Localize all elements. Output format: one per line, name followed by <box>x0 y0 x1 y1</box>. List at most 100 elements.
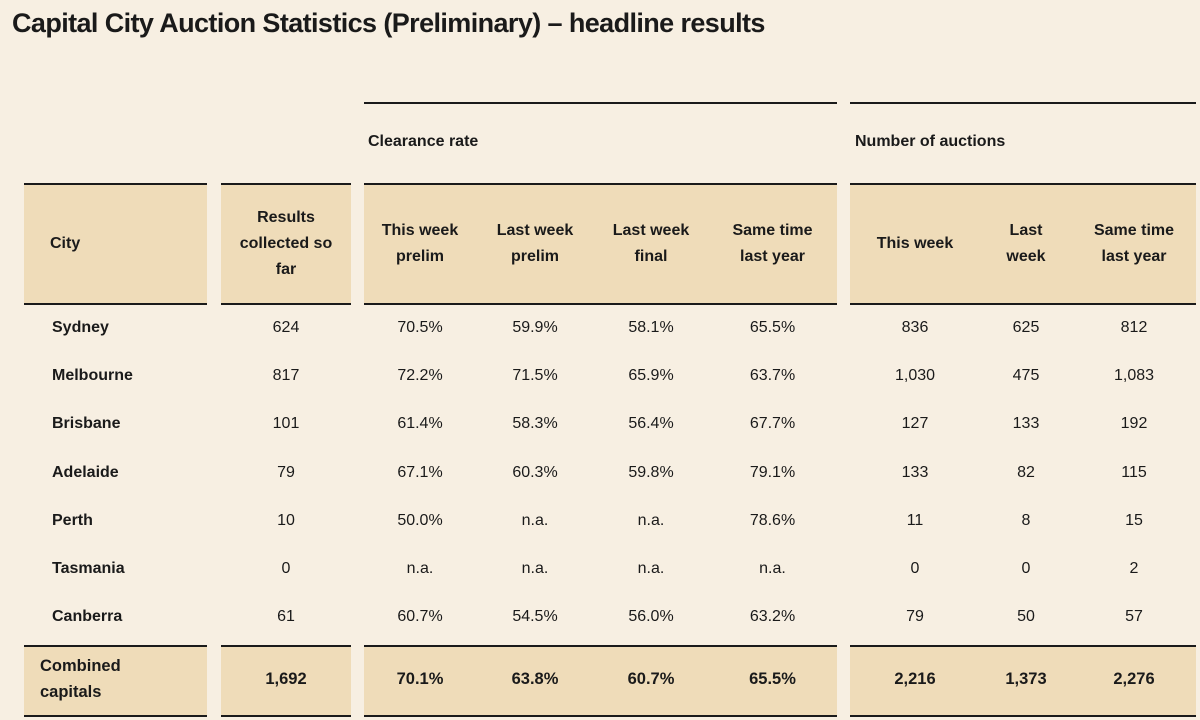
total-bottom-rule-results <box>221 715 351 717</box>
cr-last-week-final: 65.9% <box>628 367 674 384</box>
total-bottom-rule-auctions <box>850 715 1196 717</box>
na-this-week: 1,030 <box>894 367 936 384</box>
group-rule-clearance <box>364 102 837 104</box>
cr-last-week-prelim: n.a. <box>521 560 549 577</box>
total-band-results <box>221 647 351 715</box>
total-label: Combined capitals <box>40 657 121 701</box>
na-same-time-last-year: 57 <box>1125 608 1143 625</box>
na-last-week: 475 <box>1012 367 1040 384</box>
cr-same-time-last-year: 65.5% <box>749 319 796 336</box>
cr-last-week-final: 60.7% <box>627 669 675 688</box>
na-last-week: 82 <box>1017 464 1035 481</box>
header-bottom-rule-clearance <box>364 303 837 305</box>
total-bottom-rule-city <box>24 715 207 717</box>
total-band-auctions <box>850 647 1196 715</box>
cr-last-week-prelim: 59.9% <box>512 319 558 336</box>
cr-this-week-prelim: 60.7% <box>397 608 443 625</box>
cr-last-week-prelim: 58.3% <box>512 415 558 432</box>
na-last-week: 1,373 <box>1005 669 1047 688</box>
na-same-time-last-year: 115 <box>1121 464 1147 481</box>
city-name: Sydney <box>52 319 109 336</box>
na-this-week: 79 <box>906 608 924 625</box>
column-header-na-same-time-last-year: Same time last year <box>1093 222 1175 265</box>
total-top-rule-clearance <box>364 645 837 647</box>
table-row: Brisbane 101 61.4% 58.3% 56.4% 67.7% 127… <box>0 400 1200 448</box>
header-top-rule-auctions <box>850 183 1196 185</box>
cr-same-time-last-year: 63.2% <box>749 608 796 625</box>
table-row: Adelaide 79 67.1% 60.3% 59.8% 79.1% 133 … <box>0 449 1200 497</box>
total-top-rule-auctions <box>850 645 1196 647</box>
na-this-week: 11 <box>906 512 924 529</box>
city-name: Canberra <box>52 608 123 625</box>
results-collected: 10 <box>277 512 295 529</box>
cr-this-week-prelim: 50.0% <box>397 512 443 529</box>
column-header-cr-this-week-prelim: This week prelim <box>381 222 459 265</box>
table-row: Melbourne 817 72.2% 71.5% 65.9% 63.7% 1,… <box>0 352 1200 400</box>
column-header-cr-last-week-prelim: Last week prelim <box>496 222 574 265</box>
table-row: Perth 10 50.0% n.a. n.a. 78.6% 11 8 15 <box>0 497 1200 545</box>
cr-same-time-last-year: n.a. <box>759 560 786 577</box>
header-bottom-rule-results <box>221 303 351 305</box>
column-header-city: City <box>50 235 81 252</box>
cr-last-week-final: 58.1% <box>628 319 674 336</box>
total-band-clearance <box>364 647 837 715</box>
results-collected: 61 <box>277 608 295 625</box>
na-same-time-last-year: 1,083 <box>1113 367 1155 384</box>
cr-this-week-prelim: n.a. <box>406 560 434 577</box>
city-name: Brisbane <box>52 415 121 432</box>
table-row: Canberra 61 60.7% 54.5% 56.0% 63.2% 79 5… <box>0 593 1200 641</box>
header-top-rule-clearance <box>364 183 837 185</box>
cr-last-week-final: n.a. <box>637 512 665 529</box>
header-top-rule-city <box>24 183 207 185</box>
city-name: Perth <box>52 512 93 529</box>
group-rule-auctions <box>850 102 1196 104</box>
cr-this-week-prelim: 61.4% <box>397 415 443 432</box>
na-this-week: 2,216 <box>894 669 936 688</box>
cr-this-week-prelim: 72.2% <box>397 367 443 384</box>
cr-last-week-prelim: 54.5% <box>512 608 558 625</box>
table-row: Sydney 624 70.5% 59.9% 58.1% 65.5% 836 6… <box>0 304 1200 352</box>
cr-last-week-prelim: n.a. <box>521 512 549 529</box>
total-row: Combined capitals 1,692 70.1% 63.8% 60.7… <box>0 655 1200 703</box>
total-top-rule-results <box>221 645 351 647</box>
cr-last-week-prelim: 60.3% <box>512 464 558 481</box>
cr-last-week-final: 59.8% <box>628 464 674 481</box>
header-band-results <box>221 185 351 303</box>
total-top-rule-city <box>24 645 207 647</box>
na-last-week: 625 <box>1012 319 1040 336</box>
na-same-time-last-year: 192 <box>1120 415 1148 432</box>
cr-this-week-prelim: 70.5% <box>397 319 443 336</box>
cr-same-time-last-year: 63.7% <box>749 367 796 384</box>
cr-same-time-last-year: 78.6% <box>749 512 796 529</box>
header-bottom-rule-auctions <box>850 303 1196 305</box>
cr-this-week-prelim: 70.1% <box>396 669 444 688</box>
na-same-time-last-year: 2,276 <box>1113 669 1155 688</box>
city-name: Adelaide <box>52 464 119 481</box>
cr-same-time-last-year: 79.1% <box>749 464 796 481</box>
na-last-week: 8 <box>1021 512 1031 529</box>
cr-same-time-last-year: 67.7% <box>749 415 796 432</box>
na-same-time-last-year: 15 <box>1125 512 1143 529</box>
results-collected: 1,692 <box>265 669 307 688</box>
cr-this-week-prelim: 67.1% <box>397 464 443 481</box>
column-header-na-last-week: Last week <box>1006 222 1046 265</box>
results-collected: 0 <box>281 560 291 577</box>
group-label-clearance-rate: Clearance rate <box>368 133 479 150</box>
na-this-week: 0 <box>910 560 920 577</box>
cr-last-week-final: 56.4% <box>628 415 674 432</box>
na-last-week: 0 <box>1021 560 1031 577</box>
header-bottom-rule-city <box>24 303 207 305</box>
header-band-auctions <box>850 185 1196 303</box>
total-bottom-rule-clearance <box>364 715 837 717</box>
header-top-rule-results <box>221 183 351 185</box>
cr-same-time-last-year: 65.5% <box>749 669 796 688</box>
cr-last-week-final: n.a. <box>637 560 665 577</box>
group-label-number-of-auctions: Number of auctions <box>855 133 1006 150</box>
city-name: Tasmania <box>52 560 125 577</box>
page-title: Capital City Auction Statistics (Prelimi… <box>12 8 765 38</box>
na-last-week: 133 <box>1012 415 1040 432</box>
header-band-city <box>24 185 207 303</box>
column-header-cr-last-week-final: Last week final <box>612 222 690 265</box>
city-name: Melbourne <box>52 367 133 384</box>
